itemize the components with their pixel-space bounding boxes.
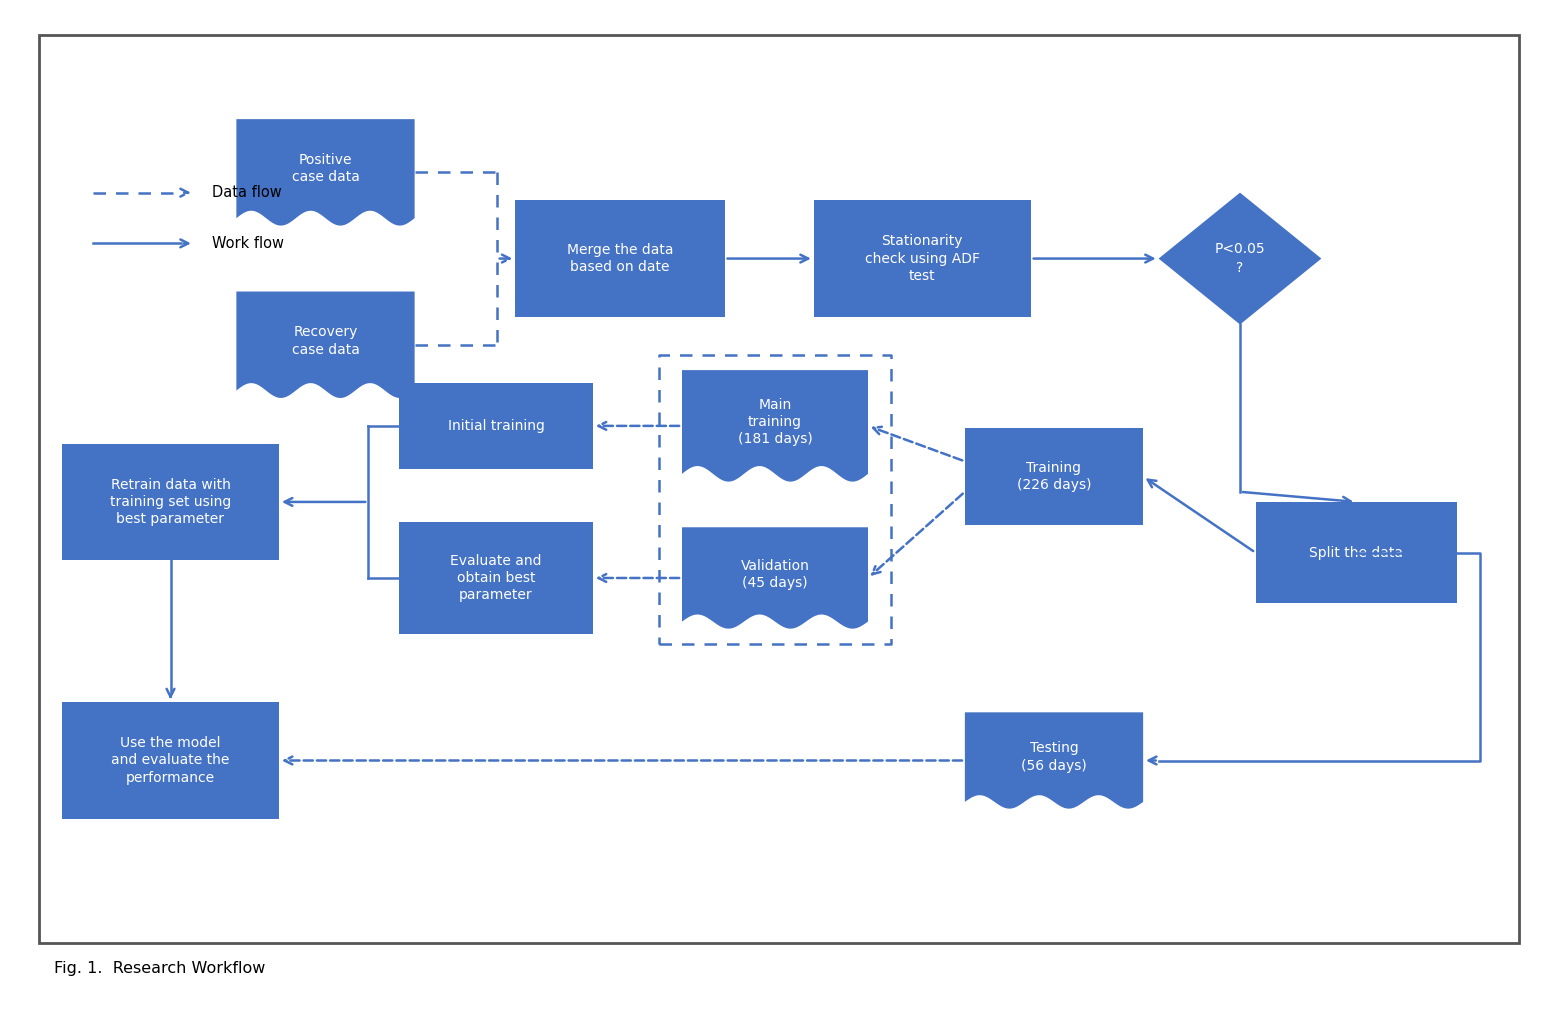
Polygon shape: [236, 292, 415, 397]
FancyBboxPatch shape: [814, 200, 1031, 316]
Text: Evaluate and
obtain best
parameter: Evaluate and obtain best parameter: [449, 554, 542, 602]
Polygon shape: [1159, 193, 1321, 324]
FancyBboxPatch shape: [400, 383, 592, 468]
Text: Main
training
(181 days): Main training (181 days): [738, 397, 812, 446]
Text: Testing
(56 days): Testing (56 days): [1021, 741, 1087, 773]
Text: Use the model
and evaluate the
performance: Use the model and evaluate the performan…: [112, 736, 229, 785]
FancyBboxPatch shape: [62, 702, 279, 819]
Text: Initial training: Initial training: [448, 419, 544, 433]
Text: Stationarity
check using ADF
test: Stationarity check using ADF test: [865, 234, 980, 283]
Polygon shape: [236, 120, 415, 225]
FancyBboxPatch shape: [62, 444, 279, 560]
Text: Training
(226 days): Training (226 days): [1017, 461, 1091, 492]
FancyBboxPatch shape: [964, 428, 1144, 524]
FancyBboxPatch shape: [1256, 502, 1457, 603]
Polygon shape: [682, 527, 868, 629]
FancyBboxPatch shape: [515, 200, 725, 316]
Polygon shape: [964, 712, 1144, 808]
Text: Split the data: Split the data: [1310, 546, 1403, 560]
Text: Recovery
case data: Recovery case data: [291, 325, 360, 357]
Text: Retrain data with
training set using
best parameter: Retrain data with training set using bes…: [110, 478, 231, 526]
Text: Validation
(45 days): Validation (45 days): [741, 559, 809, 590]
Text: Merge the data
based on date: Merge the data based on date: [567, 243, 673, 274]
Text: Work flow: Work flow: [212, 236, 284, 250]
FancyBboxPatch shape: [400, 522, 592, 634]
Text: Data flow: Data flow: [212, 186, 282, 200]
Polygon shape: [682, 370, 868, 482]
Text: Fig. 1.  Research Workflow: Fig. 1. Research Workflow: [54, 961, 265, 975]
Text: P<0.05
?: P<0.05 ?: [1215, 242, 1265, 275]
Text: Positive
case data: Positive case data: [291, 153, 360, 185]
